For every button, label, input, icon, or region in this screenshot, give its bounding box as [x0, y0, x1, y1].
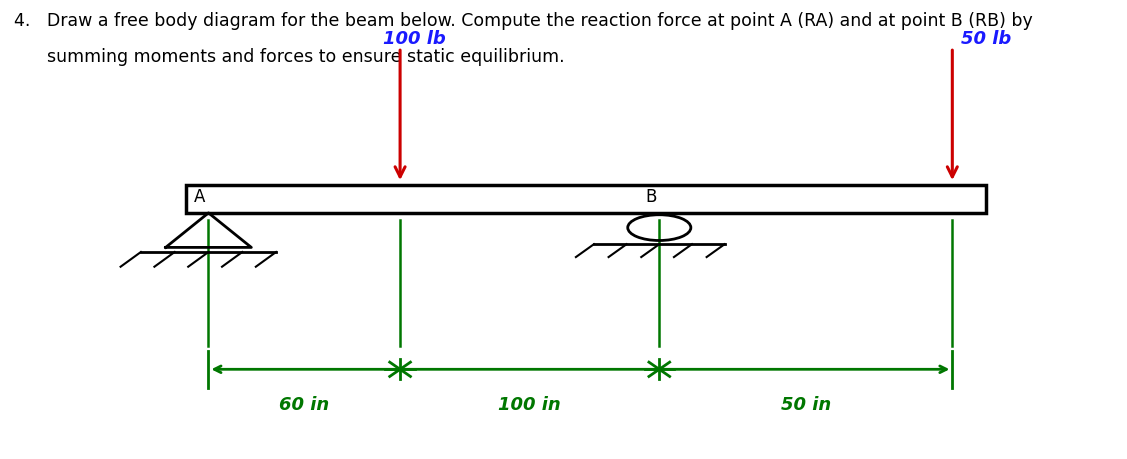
Text: 50 lb: 50 lb — [961, 30, 1012, 48]
Text: 100 in: 100 in — [498, 395, 561, 413]
Text: summing moments and forces to ensure static equilibrium.: summing moments and forces to ensure sta… — [14, 48, 565, 66]
Text: 60 in: 60 in — [279, 395, 329, 413]
Text: B: B — [646, 187, 657, 206]
Text: 100 lb: 100 lb — [383, 30, 446, 48]
Text: 50 in: 50 in — [781, 395, 831, 413]
Bar — [186, 186, 986, 213]
Text: 4.   Draw a free body diagram for the beam below. Compute the reaction force at : 4. Draw a free body diagram for the beam… — [14, 11, 1032, 29]
Text: A: A — [194, 187, 205, 206]
